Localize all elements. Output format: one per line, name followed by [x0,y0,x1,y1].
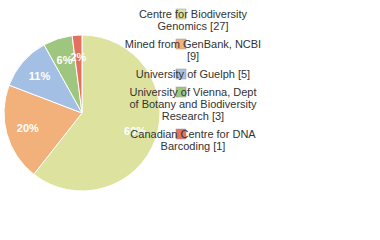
svg-text:11%: 11% [29,70,51,82]
svg-text:[9]: [9] [187,50,199,62]
svg-text:6%: 6% [56,53,73,66]
svg-text:University of Vienna, Dept: University of Vienna, Dept [130,86,257,98]
svg-text:Barcoding [1]: Barcoding [1] [161,140,226,152]
svg-text:20%: 20% [17,122,39,134]
svg-text:2%: 2% [70,51,86,63]
svg-text:University of Guelph [5]: University of Guelph [5] [136,68,250,80]
svg-text:Mined from GenBank, NCBI: Mined from GenBank, NCBI [125,38,261,50]
svg-text:Research [3]: Research [3] [162,110,224,122]
svg-text:Genomics [27]: Genomics [27] [158,20,229,32]
svg-text:of Botany and Biodiversity: of Botany and Biodiversity [129,98,257,110]
svg-text:Centre for Biodiversity: Centre for Biodiversity [139,8,248,20]
svg-text:Canadian Centre for DNA: Canadian Centre for DNA [130,128,256,140]
